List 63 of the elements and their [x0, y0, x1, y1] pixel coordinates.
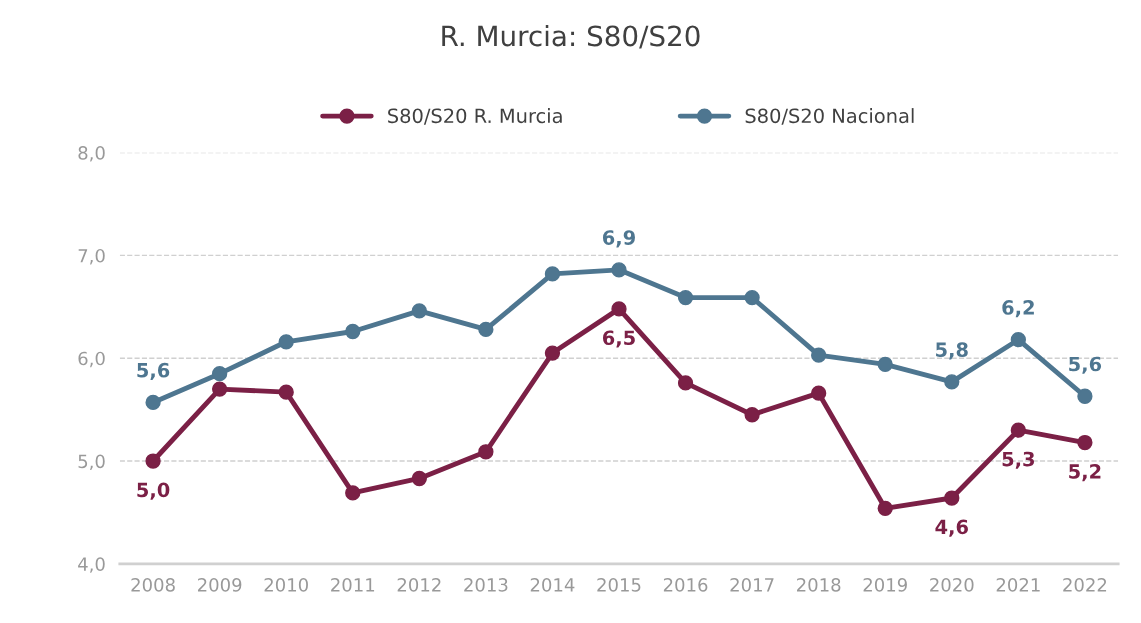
point: [744, 407, 760, 423]
x-tick-label: 2009: [197, 578, 242, 592]
point: [1010, 422, 1026, 438]
point: [1077, 388, 1093, 404]
point: [278, 334, 294, 350]
point: [145, 394, 161, 411]
y-tick-label: 5,0: [78, 454, 105, 470]
point: [478, 444, 494, 460]
data-label: 5,0: [137, 482, 170, 500]
y-tick-label: 7,0: [78, 248, 105, 265]
point: [544, 266, 561, 282]
x-tick-label: 2020: [930, 578, 974, 592]
data-label: 5,8: [936, 342, 968, 360]
point: [145, 453, 161, 469]
point: [345, 323, 361, 340]
point: [544, 345, 561, 361]
point: [744, 289, 760, 306]
point: [212, 381, 228, 397]
y-tick-label: 8,0: [78, 146, 105, 162]
x-tick-label: 2011: [331, 578, 375, 592]
x-tick-label: 2021: [996, 578, 1040, 592]
data-label: 6,5: [602, 330, 635, 348]
x-tick-label: 2010: [264, 578, 308, 592]
x-tick-label: 2019: [863, 578, 907, 592]
point: [411, 303, 427, 319]
point: [1010, 332, 1026, 348]
point: [411, 470, 427, 487]
data-label: 6,9: [602, 230, 635, 248]
legend-label: S80/S20 R. Murcia: [388, 108, 562, 125]
x-tick-label: 2012: [397, 578, 441, 592]
legend-label: S80/S20 Nacional: [745, 108, 914, 125]
point: [345, 485, 361, 501]
data-label: 5,3: [1002, 451, 1035, 469]
point: [944, 374, 960, 390]
x-tick-label: 2017: [730, 578, 774, 592]
data-label: 6,2: [1002, 300, 1034, 318]
point: [944, 490, 960, 506]
point: [611, 262, 627, 278]
point: [1077, 434, 1093, 451]
point: [278, 384, 294, 400]
point: [811, 347, 827, 363]
data-label: 5,2: [1069, 464, 1101, 482]
point: [611, 301, 627, 317]
point: [677, 289, 694, 306]
x-tick-label: 2022: [1063, 578, 1107, 592]
point: [877, 500, 893, 516]
x-tick-label: 2014: [530, 578, 575, 592]
y-tick-label: 4,0: [78, 557, 105, 573]
point: [212, 366, 228, 382]
y-tick-label: 6,0: [78, 351, 105, 368]
point: [478, 321, 494, 338]
x-tick-label: 2008: [131, 578, 175, 592]
chart-title: R. Murcia: S80/S20: [442, 24, 700, 49]
x-tick-label: 2013: [464, 578, 508, 592]
point: [677, 375, 694, 391]
x-tick-label: 2015: [597, 578, 641, 592]
point: [877, 356, 893, 373]
data-label: 5,6: [137, 362, 170, 380]
x-tick-label: 2016: [663, 578, 708, 592]
x-tick-label: 2018: [797, 578, 841, 592]
data-label: 4,6: [935, 519, 968, 537]
data-label: 5,6: [1069, 356, 1102, 374]
point: [811, 385, 827, 401]
